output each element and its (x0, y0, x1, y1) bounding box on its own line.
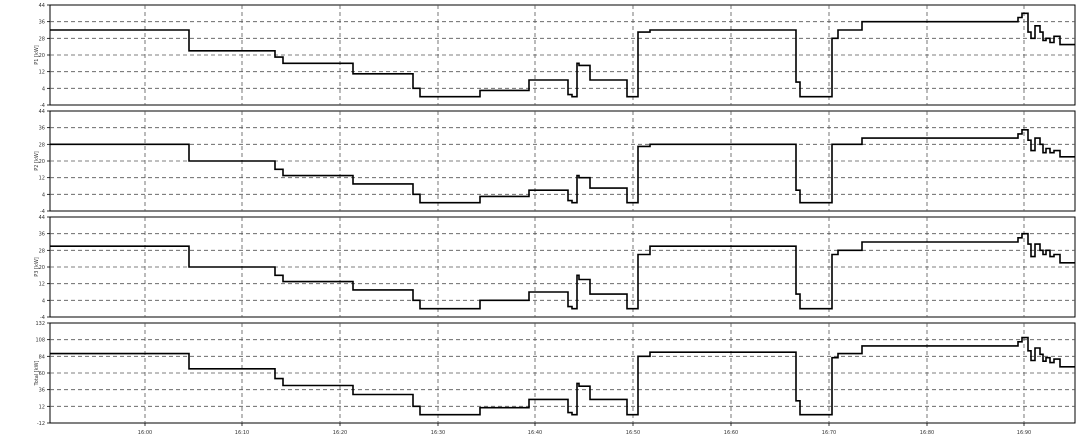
y-tick-label: 36 (39, 388, 45, 394)
y-tick-label: 12 (39, 176, 45, 182)
series-line (50, 336, 1075, 416)
y-axis-label: P2 [kW] (34, 151, 40, 171)
series-line (50, 12, 1075, 98)
panel-2: -4 4 12 20 28 36 44 P2 [kW] (34, 109, 1076, 215)
y-tick-label: 12 (39, 282, 45, 288)
y-tick-label: 4 (42, 86, 45, 92)
y-tick-label: 44 (39, 109, 45, 115)
panel-4: -12 12 36 60 84 108 132 Total [kW] (34, 321, 1076, 427)
y-tick-label: 20 (39, 159, 45, 165)
x-tick-label: 16:80 (920, 430, 934, 436)
y-tick-label: 20 (39, 265, 45, 271)
y-tick-label: 28 (39, 248, 45, 254)
x-axis: 16:00 16:10 16:20 16:30 16:40 16:50 16:60 16:70… (138, 423, 1031, 436)
series-line (50, 129, 1075, 204)
y-tick-label: 36 (39, 126, 45, 132)
y-tick-label: 28 (39, 142, 45, 148)
x-tick-label: 16:10 (235, 430, 249, 436)
y-tick-label: 4 (42, 192, 45, 198)
y-tick-label: -4 (40, 209, 45, 215)
x-tick-label: 16:70 (822, 430, 836, 436)
series-line (50, 232, 1075, 310)
y-tick-label: 44 (39, 215, 45, 221)
y-tick-label: 36 (39, 20, 45, 26)
y-axis-label: Total [kW] (34, 360, 40, 386)
x-tick-label: 16:30 (431, 430, 445, 436)
y-tick-label: -4 (40, 103, 45, 109)
y-axis-label: P3 [kW] (34, 257, 40, 277)
y-tick-label: 84 (39, 354, 45, 360)
x-tick-label: 16:00 (138, 430, 152, 436)
y-tick-label: 20 (39, 53, 45, 59)
y-tick-label: 12 (39, 404, 45, 410)
x-tick-label: 16:50 (626, 430, 640, 436)
x-tick-label: 16:40 (528, 430, 542, 436)
y-tick-label: 12 (39, 70, 45, 76)
x-tick-label: 16:20 (333, 430, 347, 436)
y-tick-label: -4 (40, 315, 45, 321)
x-tick-label: 16:90 (1017, 430, 1031, 436)
y-axis-label: P1 [kW] (34, 45, 40, 65)
panel-3: -4 4 12 20 28 36 44 P3 [kW] (34, 215, 1076, 321)
y-tick-label: 60 (39, 371, 45, 377)
y-tick-label: -12 (37, 421, 45, 427)
x-tick-label: 16:60 (724, 430, 738, 436)
y-tick-label: 132 (35, 321, 45, 327)
y-tick-label: 36 (39, 232, 45, 238)
y-tick-label: 108 (35, 338, 45, 344)
y-tick-label: 28 (39, 36, 45, 42)
y-tick-label: 44 (39, 3, 45, 9)
panel-1: -4 4 12 20 28 36 44 P1 [kW] (34, 3, 1076, 109)
y-tick-label: 4 (42, 298, 45, 304)
